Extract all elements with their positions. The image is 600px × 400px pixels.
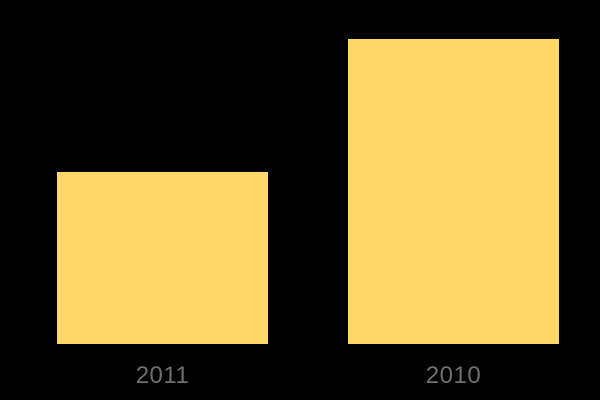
x-axis-label-2010: 2010 — [425, 362, 482, 389]
plot-area — [0, 39, 600, 344]
x-axis-label-2011: 2011 — [135, 362, 190, 389]
bar-2010 — [348, 39, 559, 344]
bar-2011 — [57, 171, 268, 344]
